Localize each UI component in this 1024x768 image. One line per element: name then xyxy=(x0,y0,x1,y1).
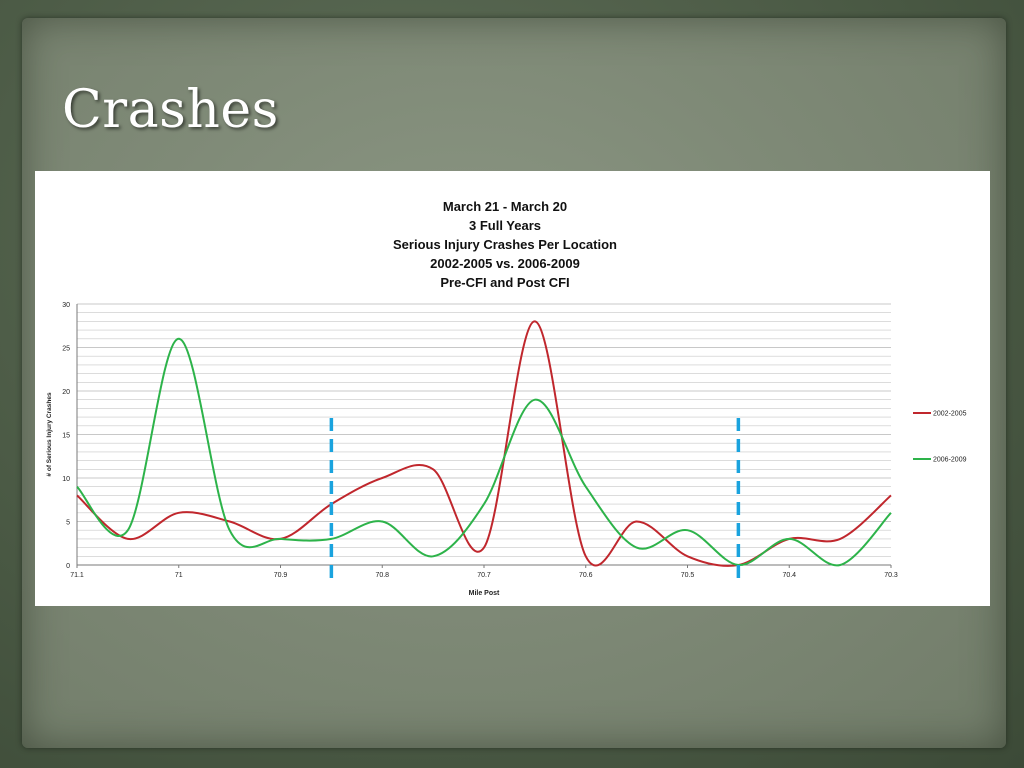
y-tick-label: 20 xyxy=(62,389,70,396)
chart-title-line-5: Pre-CFI and Post CFI xyxy=(440,275,570,290)
x-tick-label: 71 xyxy=(175,572,183,579)
x-tick-label: 70.8 xyxy=(375,572,389,579)
series-line-2002-2005 xyxy=(76,320,892,567)
chart-title: March 21 - March 20 3 Full Years Serious… xyxy=(35,197,975,292)
y-tick-label: 25 xyxy=(62,346,70,353)
chart-title-line-3: Serious Injury Crashes Per Location xyxy=(393,237,617,252)
x-tick-label: 70.7 xyxy=(477,572,491,579)
chart-panel: March 21 - March 20 3 Full Years Serious… xyxy=(35,171,990,606)
y-tick-label: 5 xyxy=(66,520,70,527)
line-chart: 0 5 10 15 20 25 30 71.1 71 70.9 70.8 70.7 70.6 70.5 70… xyxy=(46,302,967,597)
chart-title-line-4: 2002-2005 vs. 2006-2009 xyxy=(430,256,580,271)
slide-title: Crashes xyxy=(62,80,279,140)
y-axis-title: # of Serious Injury Crashes xyxy=(46,392,53,477)
x-tick-label: 71.1 xyxy=(70,572,84,579)
legend-label: 2002-2005 xyxy=(933,411,967,418)
x-axis-title: Mile Post xyxy=(469,590,500,597)
y-tick-label: 0 xyxy=(66,563,70,570)
chart-title-line-2: 3 Full Years xyxy=(468,218,542,233)
x-tick-label: 70.6 xyxy=(579,572,593,579)
x-tick-label: 70.5 xyxy=(681,572,695,579)
y-tick-label: 10 xyxy=(62,476,70,483)
y-tick-label: 30 xyxy=(62,302,70,309)
chart-title-line-1: March 21 - March 20 xyxy=(442,199,568,214)
x-tick-label: 70.4 xyxy=(782,572,796,579)
legend-label: 2006-2009 xyxy=(933,457,967,464)
x-tick-label: 70.9 xyxy=(274,572,288,579)
x-tick-label: 70.3 xyxy=(884,572,898,579)
y-tick-label: 15 xyxy=(62,433,70,440)
